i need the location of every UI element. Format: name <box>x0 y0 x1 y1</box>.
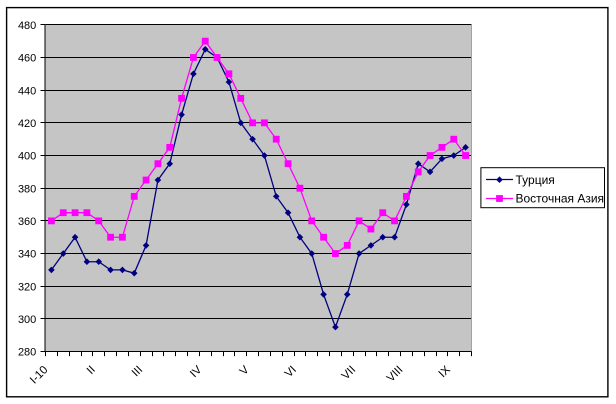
svg-text:400: 400 <box>18 151 36 163</box>
svg-text:280: 280 <box>18 347 36 359</box>
svg-text:360: 360 <box>18 216 36 228</box>
svg-text:340: 340 <box>18 249 36 261</box>
svg-text:380: 380 <box>18 183 36 195</box>
svg-text:320: 320 <box>18 281 36 293</box>
svg-text:300: 300 <box>18 314 36 326</box>
svg-text:440: 440 <box>18 85 36 97</box>
svg-text:480: 480 <box>18 20 36 32</box>
svg-text:Восточная Азия: Восточная Азия <box>516 192 605 206</box>
svg-text:460: 460 <box>18 53 36 65</box>
svg-text:420: 420 <box>18 118 36 130</box>
svg-text:Турция: Турция <box>516 173 555 187</box>
